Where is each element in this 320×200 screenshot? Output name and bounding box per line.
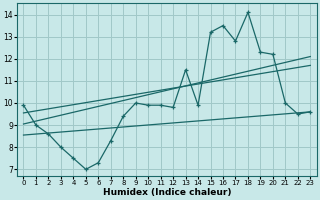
X-axis label: Humidex (Indice chaleur): Humidex (Indice chaleur) [103,188,231,197]
